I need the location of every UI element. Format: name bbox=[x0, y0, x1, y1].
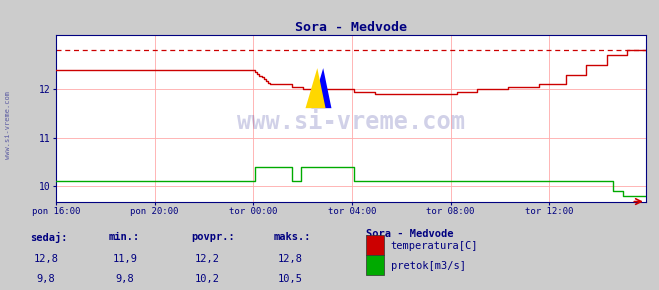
Text: 12,8: 12,8 bbox=[34, 254, 59, 264]
Text: povpr.:: povpr.: bbox=[191, 232, 235, 242]
Text: 11,9: 11,9 bbox=[113, 254, 138, 264]
Text: 10,5: 10,5 bbox=[277, 274, 302, 284]
Text: 12,2: 12,2 bbox=[195, 254, 220, 264]
Polygon shape bbox=[306, 68, 326, 108]
Text: temperatura[C]: temperatura[C] bbox=[391, 241, 478, 251]
Text: pretok[m3/s]: pretok[m3/s] bbox=[391, 261, 466, 271]
Text: 9,8: 9,8 bbox=[116, 274, 134, 284]
Title: Sora - Medvode: Sora - Medvode bbox=[295, 21, 407, 34]
Text: Sora - Medvode: Sora - Medvode bbox=[366, 229, 453, 239]
Text: 9,8: 9,8 bbox=[37, 274, 55, 284]
Text: www.si-vreme.com: www.si-vreme.com bbox=[237, 110, 465, 133]
Polygon shape bbox=[312, 68, 331, 108]
Text: sedaj:: sedaj: bbox=[30, 232, 67, 243]
Text: www.si-vreme.com: www.si-vreme.com bbox=[5, 91, 11, 159]
Text: 12,8: 12,8 bbox=[277, 254, 302, 264]
Text: min.:: min.: bbox=[109, 232, 140, 242]
Text: maks.:: maks.: bbox=[273, 232, 311, 242]
Text: 10,2: 10,2 bbox=[195, 274, 220, 284]
